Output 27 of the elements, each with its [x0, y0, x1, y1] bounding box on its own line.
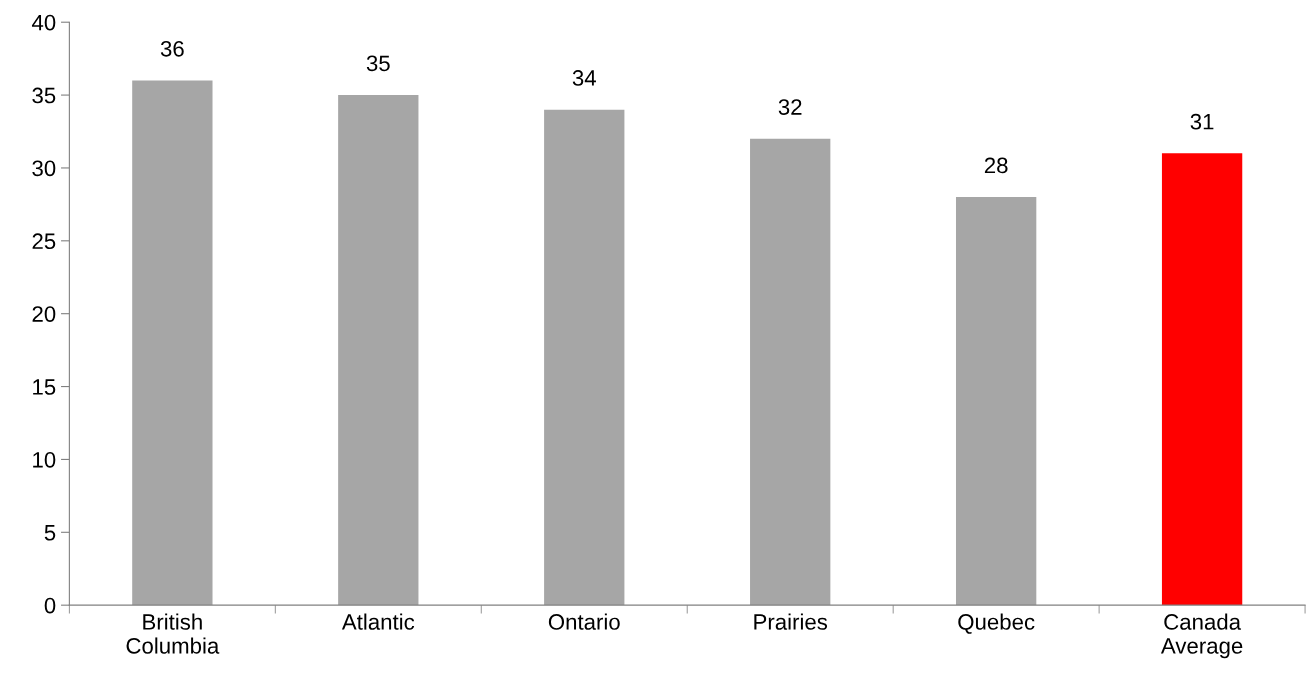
- y-tick-label: 30: [32, 160, 56, 177]
- data-label: 34: [572, 70, 596, 86]
- x-tick-label: Atlantic: [341, 613, 415, 630]
- bar: [750, 138, 831, 606]
- x-tick-label: Prairies: [754, 613, 828, 630]
- x-tick-label: Quebec: [958, 613, 1035, 634]
- bar: [338, 95, 419, 606]
- bar: [544, 109, 625, 606]
- bar: [132, 80, 213, 606]
- data-label: 31: [1190, 113, 1214, 130]
- data-label: 28: [984, 157, 1008, 174]
- y-tick-label: 5: [44, 525, 56, 541]
- data-label: 32: [778, 99, 802, 115]
- x-tick-label: Canada Average: [1160, 613, 1243, 659]
- y-tick-label: 25: [32, 233, 56, 250]
- bar: [1161, 153, 1243, 606]
- bar: [955, 197, 1037, 606]
- data-label: 36: [160, 40, 184, 57]
- data-label: 35: [366, 55, 390, 72]
- y-tick-label: 20: [32, 306, 56, 322]
- x-tick-label: British Columbia: [126, 613, 220, 654]
- y-tick-label: 10: [33, 451, 56, 468]
- x-tick-label: Ontario: [548, 613, 620, 630]
- y-tick-label: 15: [33, 379, 56, 395]
- y-tick-label: 40: [31, 14, 56, 31]
- y-tick-label: 0: [44, 597, 56, 614]
- y-tick-label: 35: [32, 87, 56, 104]
